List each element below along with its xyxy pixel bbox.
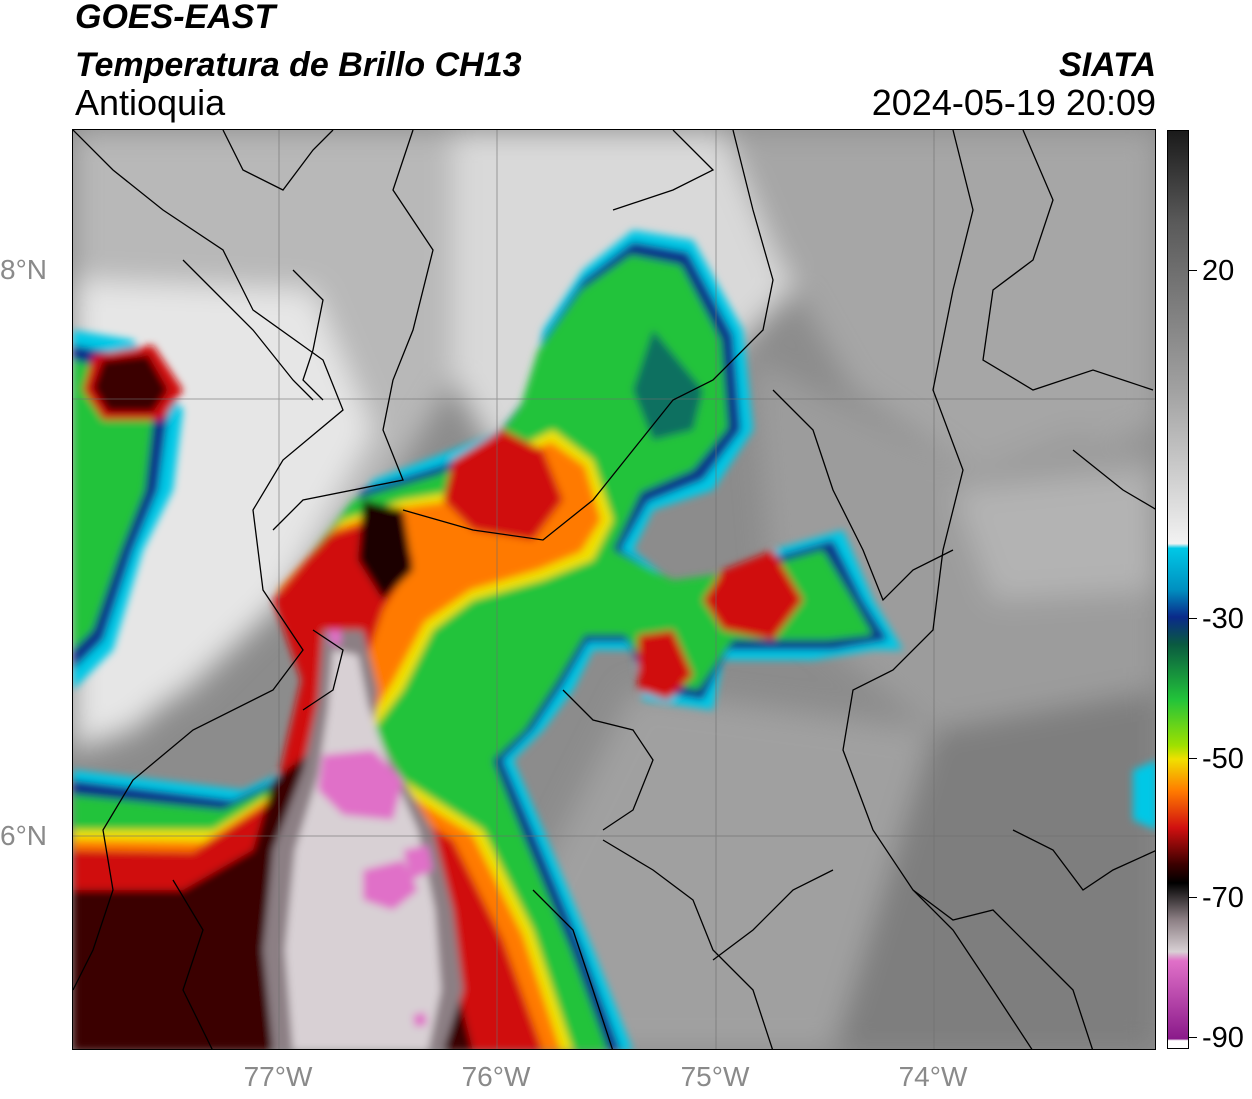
colorbar-label-minus50: -50 xyxy=(1202,743,1244,775)
colorbar-label-minus30: -30 xyxy=(1202,603,1244,635)
organization-label: SIATA xyxy=(1059,46,1156,84)
colorbar-label-minus70: -70 xyxy=(1202,882,1244,914)
colorbar-tick xyxy=(1189,897,1197,898)
colorbar-tick xyxy=(1189,618,1197,619)
colorbar xyxy=(1167,130,1189,1049)
region-label: Antioquia xyxy=(75,82,226,123)
colorbar-tick xyxy=(1189,270,1197,271)
satellite-map[interactable] xyxy=(72,129,1156,1050)
lon-tick-76w: 76°W xyxy=(461,1061,531,1092)
lon-tick-77w: 77°W xyxy=(243,1061,313,1092)
lon-tick-74w: 74°W xyxy=(898,1061,968,1092)
colorbar-tick xyxy=(1189,1037,1197,1038)
datetime-label: 2024-05-19 20:09 xyxy=(871,82,1156,123)
satellite-title: GOES-EAST xyxy=(75,0,276,36)
product-title: Temperatura de Brillo CH13 xyxy=(75,46,522,84)
lon-tick-75w: 75°W xyxy=(680,1061,750,1092)
colorbar-label-minus90: -90 xyxy=(1202,1022,1244,1054)
lat-tick-8n: 8°N xyxy=(0,254,47,285)
colorbar-label-20: 20 xyxy=(1202,255,1235,287)
colorbar-tick xyxy=(1189,758,1197,759)
lat-tick-6n: 6°N xyxy=(0,820,47,851)
